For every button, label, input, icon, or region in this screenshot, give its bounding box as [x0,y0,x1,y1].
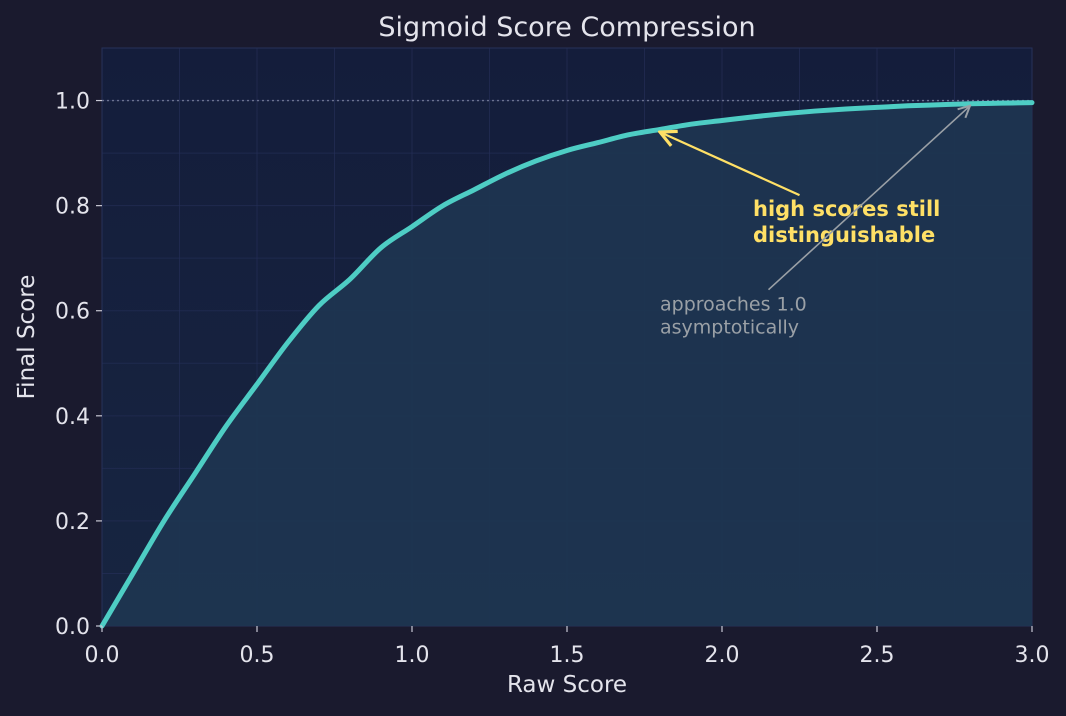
x-tick-label-1: 0.5 [240,643,275,668]
x-tick-label-3: 1.5 [550,643,585,668]
x-tick-label-6: 3.0 [1015,643,1050,668]
annotation-arrow-0 [660,132,800,197]
annotation-text-1-line-1: asymptotically [660,317,799,339]
sigmoid-curve-line [99,100,1035,629]
x-tick-label-4: 2.0 [705,643,740,668]
annotation-arrow-1 [767,106,971,291]
y-tick-label-1: 0.2 [55,510,90,535]
y-tick-label-3: 0.6 [55,300,90,325]
y-tick-label-5: 1.0 [55,90,90,115]
x-axis-label: Raw Score [507,672,627,698]
x-tick-label-2: 1.0 [395,643,430,668]
annotation-text-0-line-1: distinguishable [753,223,935,247]
y-tick-label-4: 0.8 [55,195,90,220]
axes: 0.0 0.5 1.0 1.5 2.0 2.5 3.0 0.0 0.2 0.4 0.6 0.8 1.0 [55,90,1050,668]
y-tick-label-0: 0.0 [55,615,90,640]
y-axis-label: Final Score [14,275,40,400]
chart-title: Sigmoid Score Compression [378,12,755,43]
y-tick-label-2: 0.4 [55,405,90,430]
x-tick-label-0: 0.0 [85,643,120,668]
curve-area-fill [102,102,1032,626]
annotation-text-0-line-0: high scores still [753,197,940,221]
annotation-text-1-line-0: approaches 1.0 [660,294,807,316]
x-tick-label-5: 2.5 [860,643,895,668]
